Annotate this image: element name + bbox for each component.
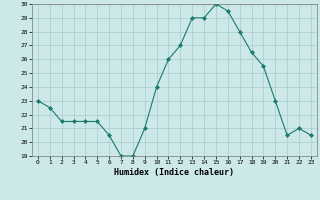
X-axis label: Humidex (Indice chaleur): Humidex (Indice chaleur) — [115, 168, 234, 177]
